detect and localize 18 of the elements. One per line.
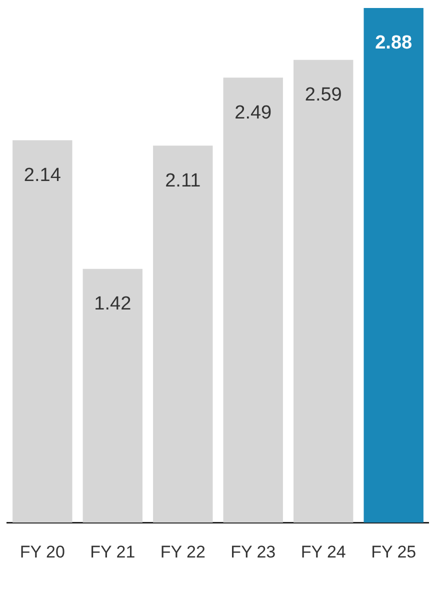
x-tick-label: FY 25 [371, 542, 416, 562]
bar [153, 146, 213, 523]
data-label: 2.11 [165, 170, 201, 192]
x-tick-label: FY 21 [90, 542, 136, 562]
x-tick-label: FY 23 [230, 542, 276, 562]
bar [364, 8, 424, 523]
bar [82, 268, 142, 523]
bar [12, 140, 72, 523]
bar [223, 78, 283, 523]
x-tick-label: FY 24 [300, 542, 346, 562]
data-label: 2.59 [304, 84, 342, 106]
data-label: 2.14 [24, 164, 62, 186]
x-tick-label: FY 22 [160, 542, 206, 562]
bar [294, 60, 354, 523]
data-label: 2.49 [234, 102, 272, 124]
x-tick-label: FY 20 [20, 542, 65, 562]
data-label: 2.88 [375, 32, 412, 54]
data-label: 1.42 [94, 294, 132, 315]
